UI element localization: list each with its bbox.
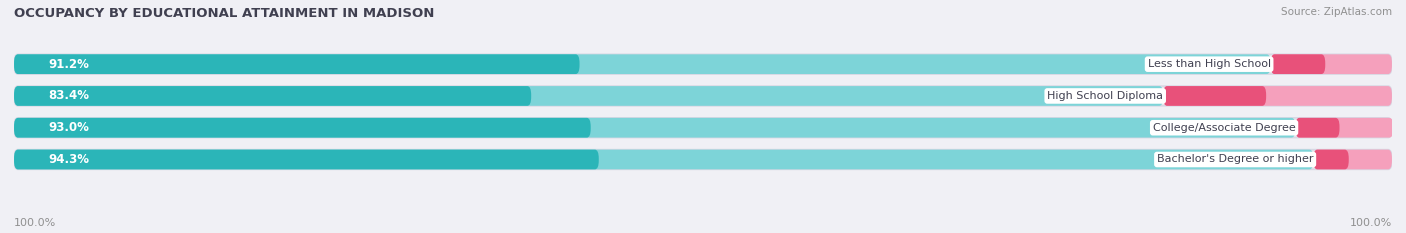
FancyBboxPatch shape	[14, 86, 1163, 106]
FancyBboxPatch shape	[14, 118, 591, 137]
Text: High School Diploma: High School Diploma	[1047, 91, 1163, 101]
Text: Less than High School: Less than High School	[1147, 59, 1271, 69]
FancyBboxPatch shape	[1163, 86, 1392, 106]
Text: 83.4%: 83.4%	[48, 89, 90, 103]
FancyBboxPatch shape	[1271, 54, 1392, 74]
Text: 93.0%: 93.0%	[48, 121, 90, 134]
Text: 100.0%: 100.0%	[14, 218, 56, 228]
FancyBboxPatch shape	[1163, 86, 1267, 106]
FancyBboxPatch shape	[1295, 118, 1340, 137]
FancyBboxPatch shape	[14, 118, 1392, 137]
Text: 91.2%: 91.2%	[48, 58, 90, 71]
Text: 94.3%: 94.3%	[48, 153, 90, 166]
FancyBboxPatch shape	[14, 118, 1295, 137]
Text: OCCUPANCY BY EDUCATIONAL ATTAINMENT IN MADISON: OCCUPANCY BY EDUCATIONAL ATTAINMENT IN M…	[14, 7, 434, 20]
Text: Source: ZipAtlas.com: Source: ZipAtlas.com	[1281, 7, 1392, 17]
Text: Bachelor's Degree or higher: Bachelor's Degree or higher	[1157, 154, 1313, 164]
FancyBboxPatch shape	[14, 86, 531, 106]
FancyBboxPatch shape	[1313, 150, 1392, 169]
Text: College/Associate Degree: College/Associate Degree	[1153, 123, 1295, 133]
FancyBboxPatch shape	[14, 86, 1392, 106]
FancyBboxPatch shape	[14, 54, 1271, 74]
FancyBboxPatch shape	[14, 150, 599, 169]
FancyBboxPatch shape	[14, 150, 1313, 169]
FancyBboxPatch shape	[1271, 54, 1326, 74]
FancyBboxPatch shape	[14, 54, 579, 74]
FancyBboxPatch shape	[1295, 118, 1393, 137]
Text: 100.0%: 100.0%	[1350, 218, 1392, 228]
FancyBboxPatch shape	[14, 150, 1392, 169]
FancyBboxPatch shape	[1313, 150, 1348, 169]
Legend: Owner-occupied, Renter-occupied: Owner-occupied, Renter-occupied	[575, 230, 831, 233]
FancyBboxPatch shape	[14, 54, 1392, 74]
